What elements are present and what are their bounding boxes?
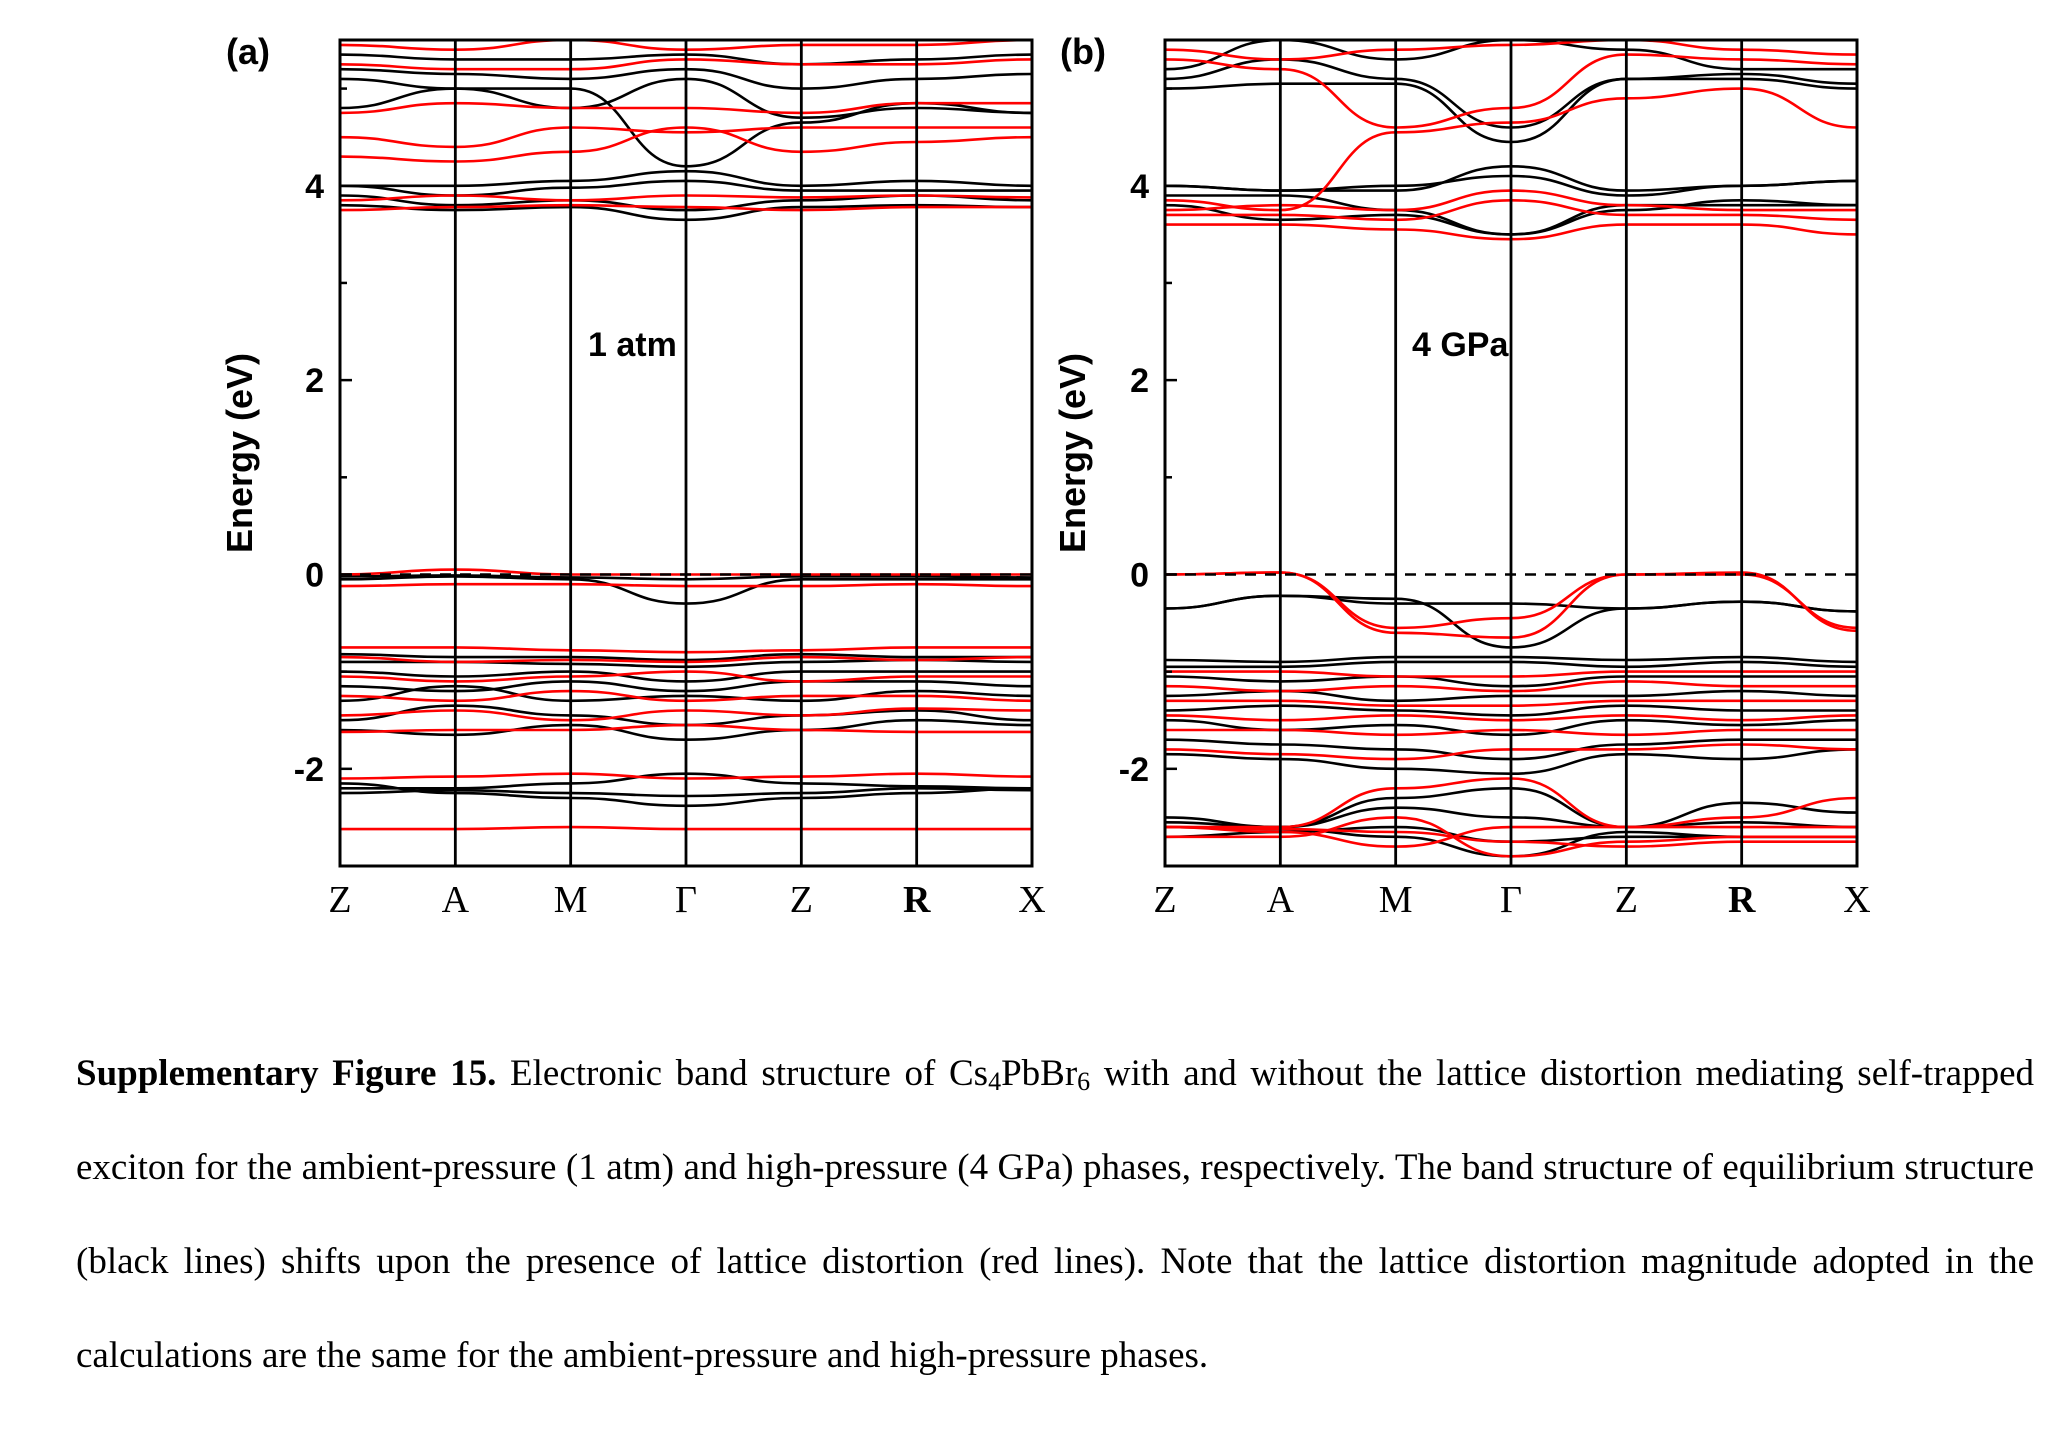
- y-tick-label: 2: [1130, 362, 1149, 400]
- x-tick-label: M: [554, 879, 588, 921]
- band-line-distorted: [1165, 571, 1857, 639]
- plot-frame: [1163, 38, 1859, 868]
- band-panel: -2 0 2 4 Z A M Γ Z R X Energy (eV) (a) 1 atm: [219, 31, 1046, 921]
- caption-sub-1: 4: [988, 1067, 1002, 1096]
- x-tick-label: Γ: [1500, 879, 1522, 921]
- pressure-annotation: 1 atm: [588, 326, 677, 364]
- panel-letter: (b): [1060, 31, 1106, 72]
- y-tick-label: 0: [305, 556, 324, 594]
- figure-caption: Supplementary Figure 15. Electronic band…: [76, 1027, 2034, 1403]
- band-structure-figure: -2 0 2 4 Z A M Γ Z R X Energy (eV) (a) 1 atm -2 0 2 4 Z A M Γ…: [219, 31, 1871, 921]
- y-axis-label: Energy (eV): [219, 353, 260, 553]
- y-tick-label: 4: [1130, 168, 1149, 206]
- x-tick-label: Z: [1153, 879, 1176, 921]
- x-tick-label: Z: [328, 879, 351, 921]
- band-panel: -2 0 2 4 Z A M Γ Z R X Energy (eV) (b) 4 GPa: [1052, 31, 1871, 921]
- figure-canvas: -2 0 2 4 Z A M Γ Z R X Energy (eV) (a) 1 atm -2 0 2 4 Z A M Γ…: [219, 31, 1871, 921]
- y-tick-label: -2: [1119, 751, 1149, 789]
- y-tick-label: 4: [305, 168, 324, 206]
- x-tick-label: Γ: [675, 879, 697, 921]
- caption-text-3: with and without the lattice distortion …: [76, 1053, 2034, 1376]
- x-tick-label: R: [1728, 879, 1756, 921]
- x-tick-label: X: [1843, 879, 1870, 921]
- x-tick-label: X: [1018, 879, 1045, 921]
- x-tick-label: Z: [1615, 879, 1638, 921]
- panel-letter: (a): [226, 31, 270, 72]
- y-tick-label: 0: [1130, 556, 1149, 594]
- x-tick-label: A: [1267, 879, 1295, 921]
- caption-text-1: Electronic band structure of Cs: [496, 1053, 989, 1094]
- caption-lead: Supplementary Figure 15.: [76, 1053, 497, 1094]
- caption-text-2: PbBr: [1001, 1053, 1078, 1094]
- pressure-annotation: 4 GPa: [1412, 326, 1509, 364]
- caption-sub-2: 6: [1077, 1067, 1091, 1096]
- x-tick-label: Z: [790, 879, 813, 921]
- y-tick-label: -2: [294, 751, 324, 789]
- x-tick-label: A: [442, 879, 470, 921]
- y-tick-label: 2: [305, 362, 324, 400]
- y-axis-label: Energy (eV): [1052, 353, 1093, 553]
- x-tick-label: R: [903, 879, 931, 921]
- plot-frame: [338, 38, 1034, 868]
- x-tick-label: M: [1379, 879, 1413, 921]
